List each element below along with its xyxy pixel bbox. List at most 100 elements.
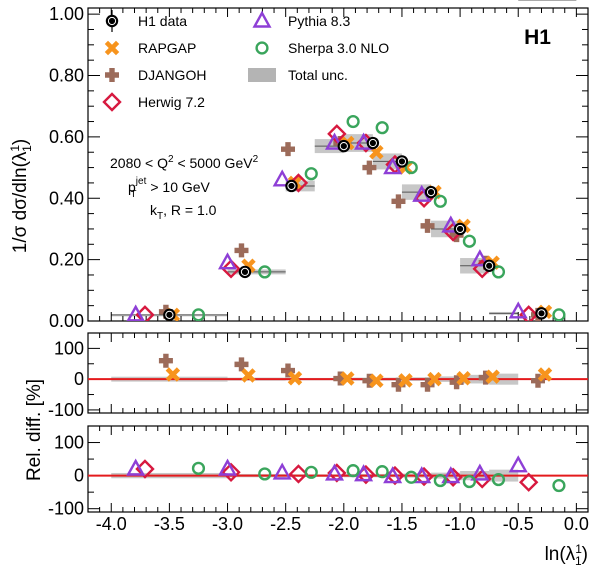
legend-item-pythia: Pythia 8.3: [252, 10, 350, 29]
x-tick-label: -1.0: [445, 514, 476, 534]
pythia-point: [217, 252, 238, 270]
legend: H1 data RAPGAP DJANGOH Herwig 7.2 Pythia 8.3…: [102, 10, 389, 112]
series-pythia-ratio: [126, 455, 528, 484]
y-tick-label: 0.60: [49, 127, 84, 147]
pythia-ratio-point: [324, 463, 345, 481]
x-axis-label: ln(λ1 1): [545, 542, 588, 568]
legend-label-h1: H1 data: [138, 13, 187, 29]
annotation-kt: kT, R = 1.0: [150, 202, 217, 222]
y-tick-label: 1.00: [49, 4, 84, 24]
djangoh-ratio-point: [391, 377, 406, 392]
pythia-point: [441, 215, 461, 233]
x-tick-label: -3.5: [154, 514, 185, 534]
rapgap-ratio-point: [340, 371, 355, 386]
h1-point: [366, 136, 380, 150]
legend-label-djangoh: DJANGOH: [138, 67, 206, 83]
herwig-point: [221, 259, 241, 279]
pythia-ratio-point: [470, 463, 490, 481]
djangoh-ratio-point: [158, 353, 173, 368]
legend-marker-rapgap: [104, 40, 120, 56]
ratio-y-tick-label: -100: [48, 400, 84, 420]
rapgap-ratio-point: [537, 367, 553, 382]
legend-swatch-unc: [248, 68, 276, 82]
rapgap-ratio-point: [485, 369, 500, 384]
sherpa-ratio-point: [346, 464, 360, 478]
rapgap-ratio-point: [241, 368, 256, 383]
reference-lines: [88, 378, 588, 477]
rapgap-ratio-point: [427, 371, 442, 387]
pythia-ratio-point: [383, 466, 403, 484]
h1-badge: H1: [524, 26, 551, 49]
h1-point: [285, 179, 298, 193]
sherpa-point: [258, 265, 272, 279]
series-h1-top: [163, 136, 548, 321]
legend-item-h1: H1 data: [105, 10, 187, 32]
djangoh-ratio-point: [362, 373, 377, 388]
legend-marker-h1: [105, 14, 119, 28]
herwig-ratio-point: [288, 464, 309, 484]
y-tick-label: 0.40: [49, 188, 84, 208]
y-axis-label-ratio: Rel. diff. [%]: [24, 379, 45, 481]
annotation-q2: 2080 < Q2 < 5000 GeV2: [110, 154, 259, 171]
sherpa-ratio-point: [462, 474, 476, 489]
djangoh-ratio-point: [281, 363, 295, 378]
herwig-ratio-point: [472, 469, 492, 489]
pythia-point: [470, 249, 490, 267]
sherpa-ratio-point: [491, 472, 506, 487]
h1-point: [238, 265, 252, 279]
legend-item-djangoh: DJANGOH: [105, 67, 206, 83]
djangoh-point: [281, 142, 295, 157]
pythia-ratio-point: [354, 464, 374, 482]
legend-item-herwig: Herwig 7.2: [102, 92, 205, 112]
pythia-point: [508, 301, 528, 319]
djangoh-ratio-point: [531, 373, 545, 388]
h1-point: [535, 307, 548, 320]
legend-item-unc: Total unc.: [248, 67, 348, 83]
ratio-y-tick-label: 100: [54, 433, 84, 453]
series-sherpa-ratio: [191, 461, 566, 493]
ratio-y-tick-label: -100: [48, 499, 84, 519]
djangoh-point: [420, 218, 435, 233]
x-tick-label: -1.5: [386, 514, 417, 534]
sherpa-ratio-point: [191, 461, 206, 475]
sherpa-point: [404, 160, 418, 175]
sherpa-ratio-point: [404, 470, 418, 484]
ratio-y-tick-label: 0: [74, 369, 84, 389]
y-tick-label: 0.80: [49, 66, 84, 86]
sherpa-ratio-point: [433, 473, 447, 488]
djangoh-ratio-point: [234, 357, 249, 372]
markers-layer: [126, 114, 566, 493]
djangoh-point: [362, 160, 377, 175]
h1-point: [482, 259, 496, 272]
legend-label-sherpa: Sherpa 3.0 NLO: [288, 40, 389, 56]
ratio-y-tick-label: 100: [54, 338, 84, 358]
sherpa-point: [552, 308, 566, 321]
sherpa-ratio-point: [552, 478, 566, 493]
djangoh-ratio-point: [333, 371, 348, 386]
sherpa-point: [462, 234, 476, 248]
pythia-point: [126, 304, 145, 321]
sherpa-point: [491, 265, 506, 279]
pythia-ratio-point: [441, 466, 461, 484]
sherpa-point: [304, 167, 318, 181]
herwig-ratio-point: [519, 472, 539, 492]
series-sherpa-top: [191, 114, 566, 321]
legend-marker-sherpa: [255, 41, 269, 55]
ratio-panel-2-frame: [87, 425, 589, 513]
djangoh-point: [391, 194, 406, 209]
x-tick-label: -2.0: [328, 514, 359, 534]
djangoh-point: [234, 243, 249, 258]
h1-point: [163, 308, 176, 321]
y-tick-label: 0.20: [49, 250, 84, 270]
sherpa-point: [346, 114, 360, 129]
sherpa-point: [191, 308, 206, 321]
h1-point: [453, 222, 467, 236]
rapgap-ratio-point: [287, 371, 303, 386]
sherpa-ratio-point: [304, 465, 318, 479]
rapgap-ratio-point: [369, 373, 384, 388]
x-tick-label: 0.0: [564, 514, 589, 534]
legend-marker-pythia: [252, 10, 272, 28]
pythia-ratio-point: [412, 466, 432, 484]
legend-label-rapgap: RAPGAP: [138, 40, 196, 56]
